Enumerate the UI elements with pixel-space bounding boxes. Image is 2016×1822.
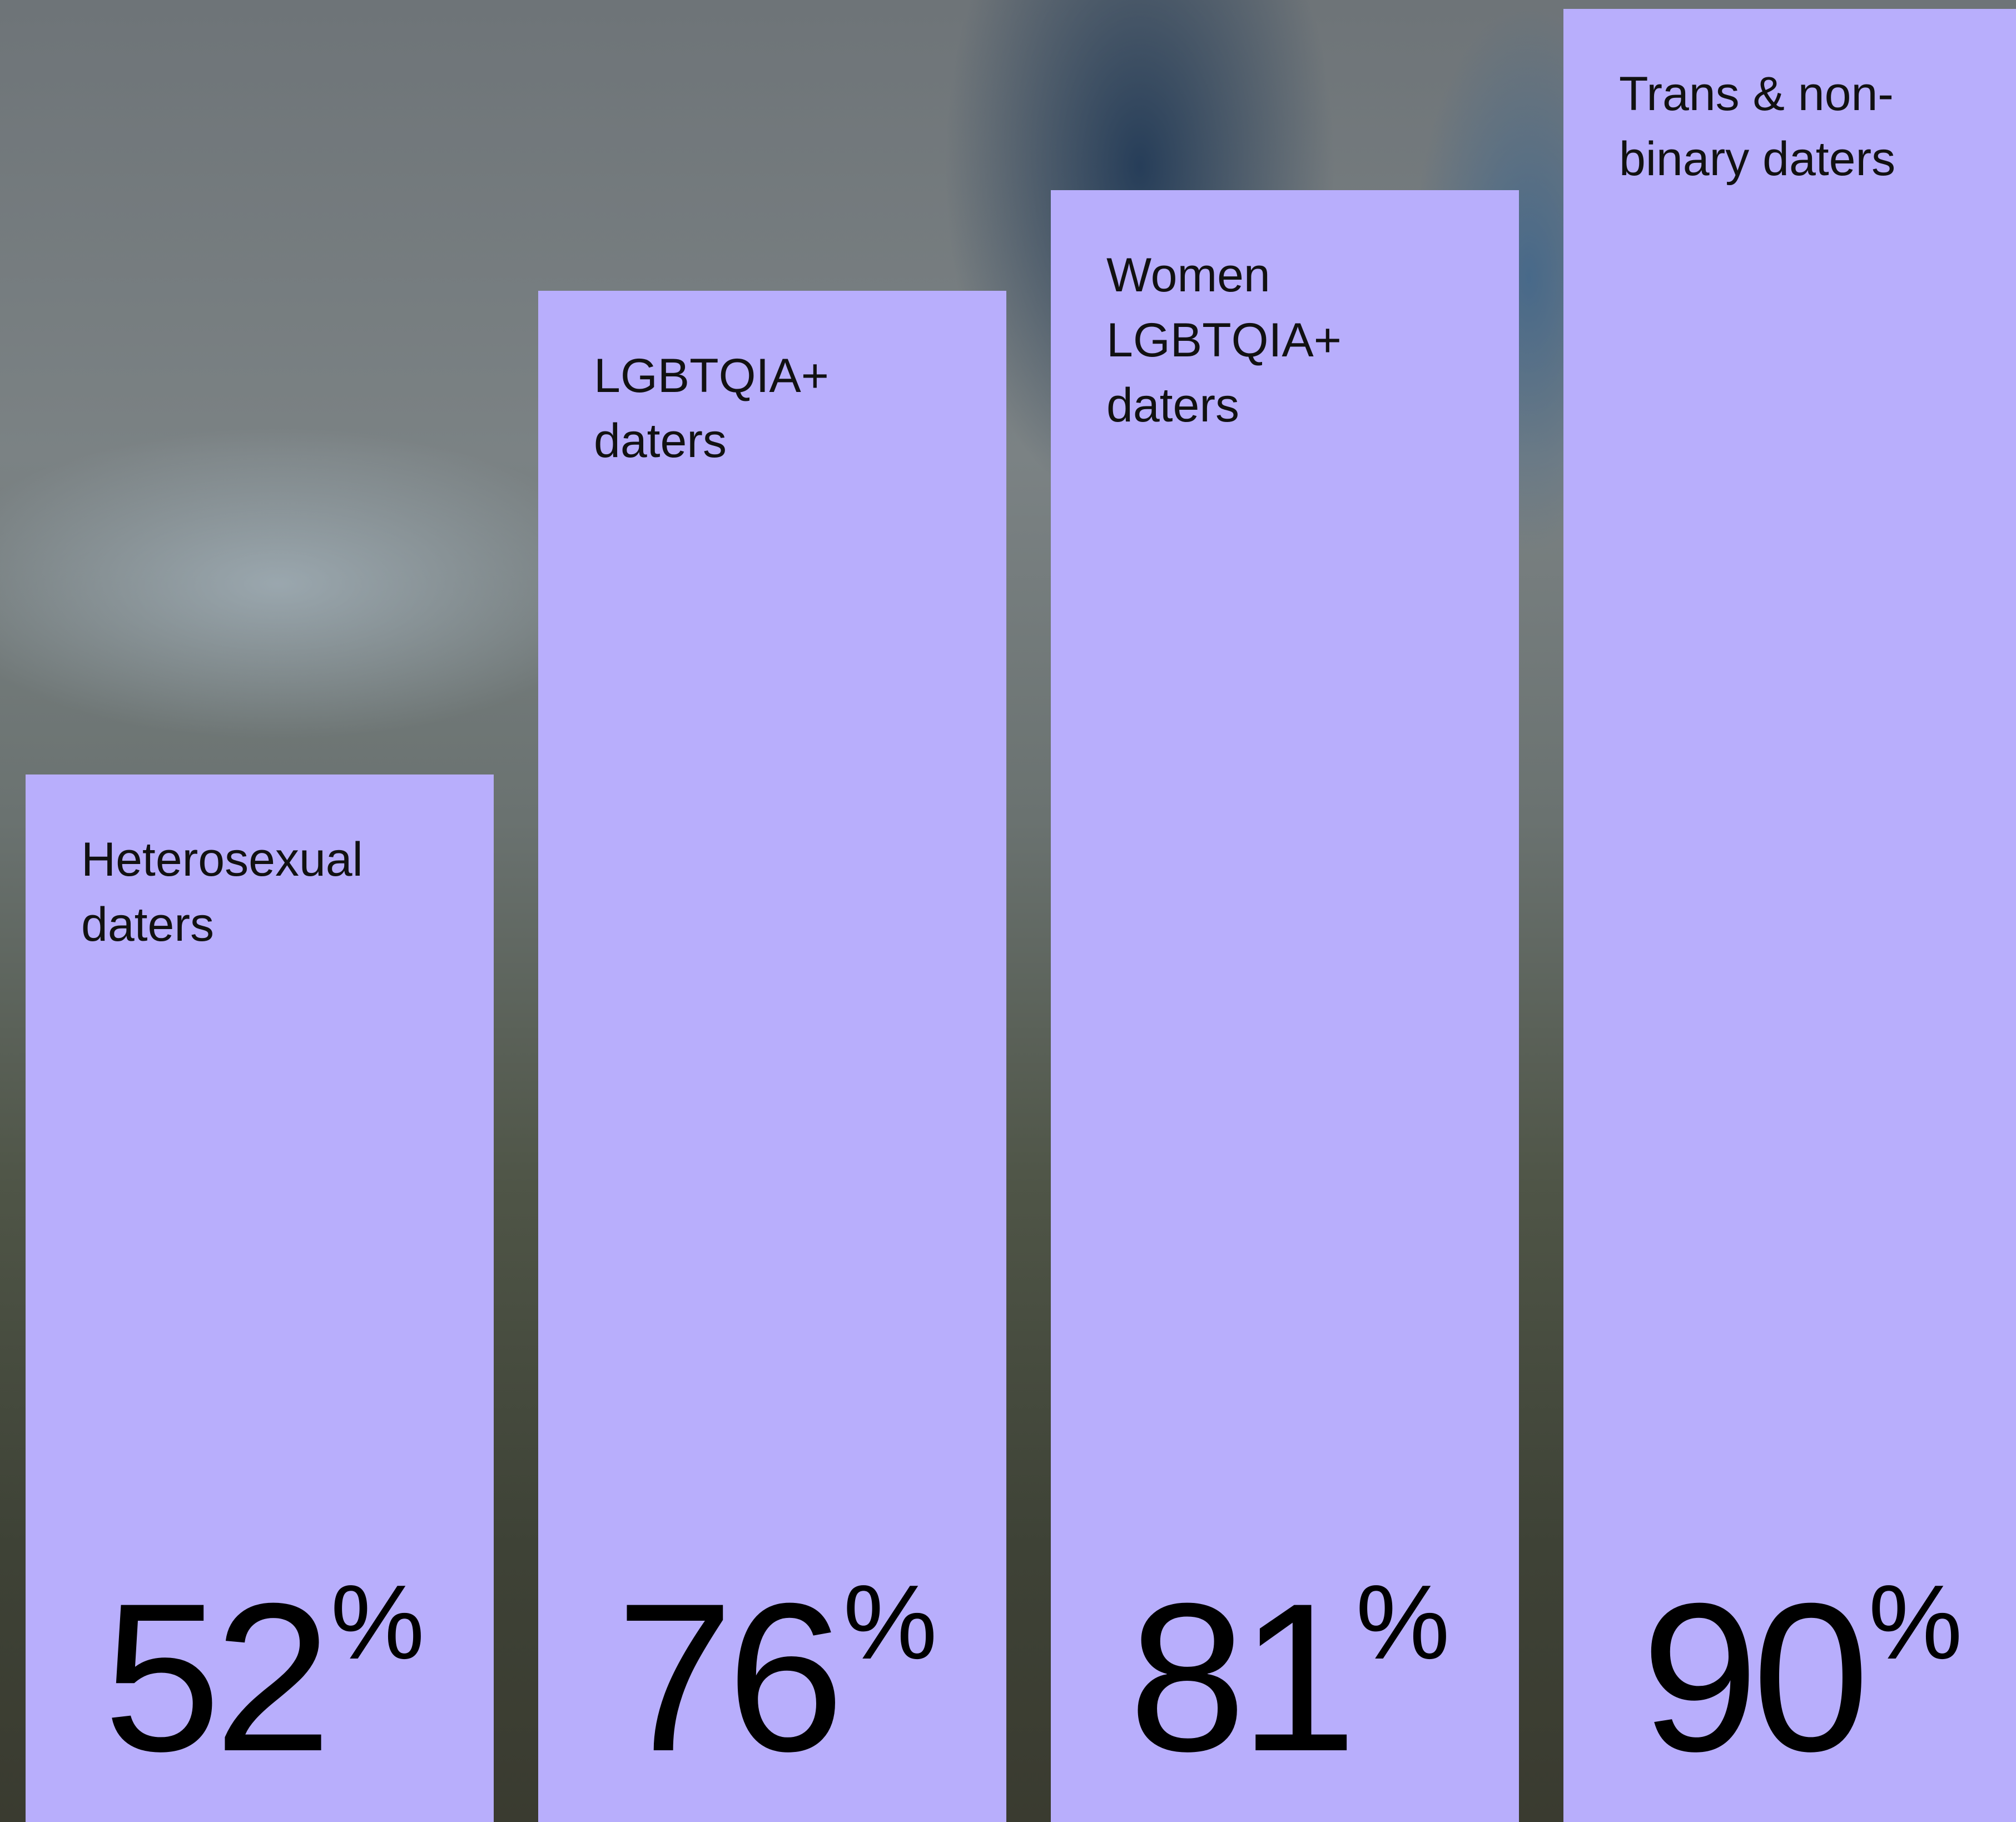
value-unit: % xyxy=(1868,1563,1963,1681)
value-label: 76% xyxy=(616,1570,937,1783)
value-number: 76 xyxy=(616,1558,845,1795)
bar: Heterosexual daters 52% xyxy=(26,774,494,1822)
value-number: 81 xyxy=(1129,1558,1357,1795)
bar: Women LGBTQIA+ daters 81% xyxy=(1051,190,1519,1822)
value-unit: % xyxy=(330,1563,425,1681)
category-label: LGBTQIA+ daters xyxy=(594,349,829,468)
value-unit: % xyxy=(1355,1563,1450,1681)
category-label: Women LGBTQIA+ daters xyxy=(1106,249,1342,433)
category-label: Trans & non- binary daters xyxy=(1619,67,1896,186)
category-label: Heterosexual daters xyxy=(81,832,363,951)
value-number: 52 xyxy=(103,1558,332,1795)
bar: Trans & non- binary daters 90% xyxy=(1563,9,2016,1822)
value-number: 90 xyxy=(1641,1559,1870,1795)
bar: LGBTQIA+ daters 76% xyxy=(538,291,1006,1822)
value-label: 81% xyxy=(1129,1570,1450,1783)
value-label: 90% xyxy=(1641,1570,1963,1783)
value-label: 52% xyxy=(103,1570,425,1783)
value-unit: % xyxy=(843,1563,937,1681)
